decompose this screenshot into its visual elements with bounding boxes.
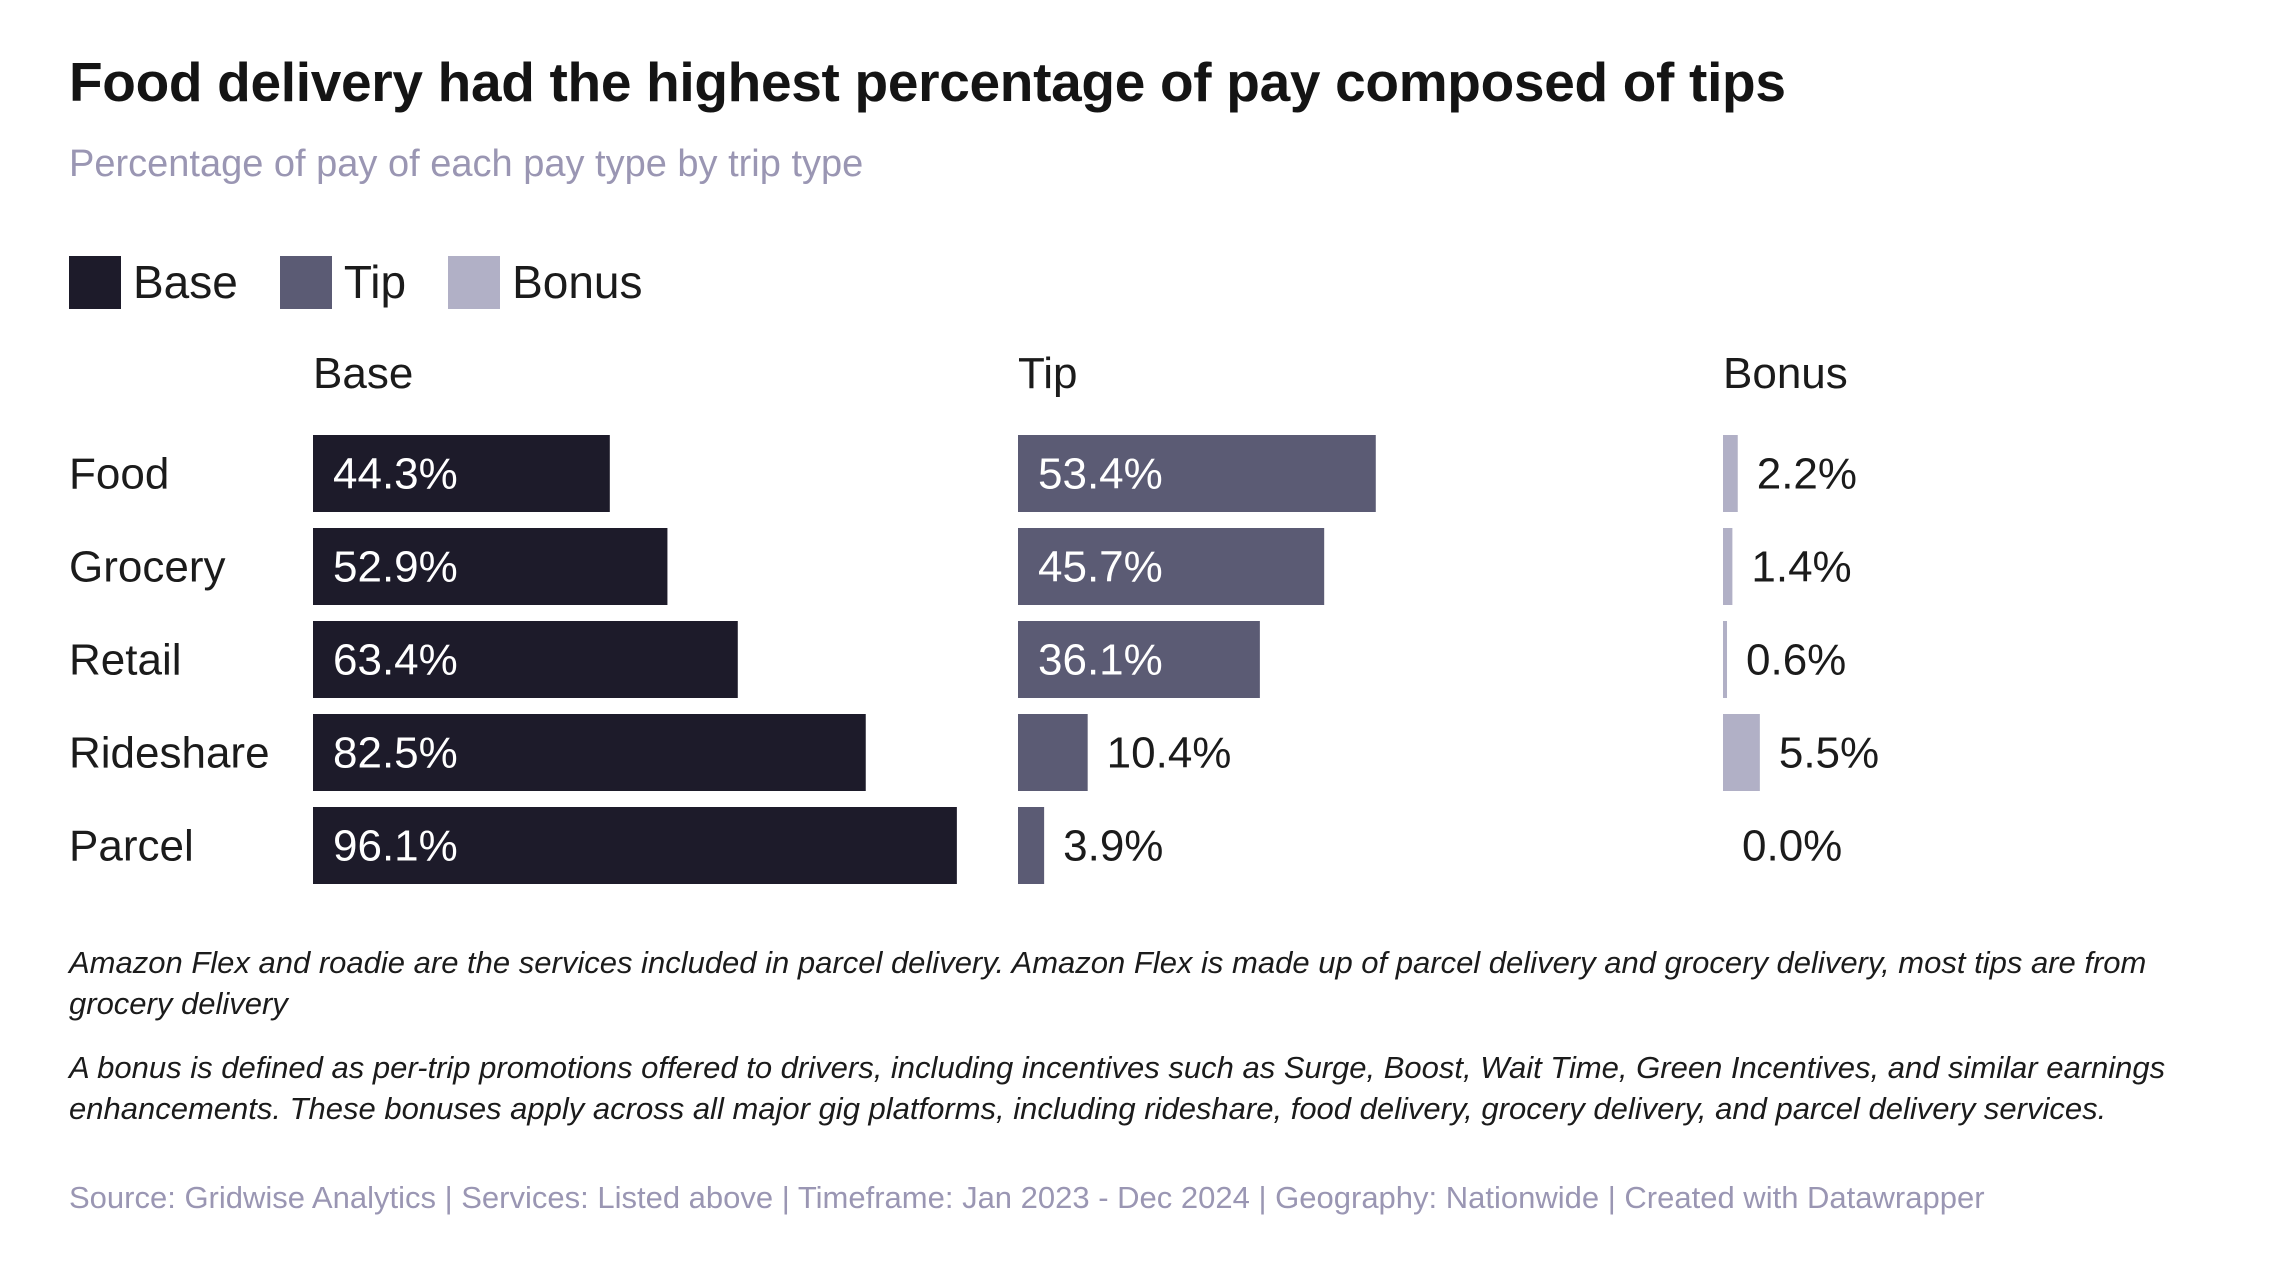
panel-header-base: Base [313, 349, 413, 398]
value-label-tip-food: 53.4% [1038, 450, 1163, 499]
bar-tip-food [1018, 435, 1376, 512]
value-label-bonus-rideshare: 5.5% [1779, 729, 1879, 778]
category-label-rideshare: Rideshare [69, 729, 270, 778]
value-label-tip-retail: 36.1% [1038, 636, 1163, 685]
bar-base-retail [313, 621, 738, 698]
category-label-food: Food [69, 450, 169, 499]
bar-bonus-food [1723, 435, 1738, 512]
bar-bonus-rideshare [1723, 714, 1760, 791]
value-label-bonus-parcel: 0.0% [1742, 822, 1842, 871]
bar-base-rideshare [313, 714, 866, 791]
bar-chart: Food Grocery Retail Rideshare Parcel Base 44.3… [69, 349, 1879, 884]
legend-item-bonus: Bonus [448, 255, 643, 309]
value-label-bonus-grocery: 1.4% [1751, 543, 1851, 592]
value-label-tip-parcel: 3.9% [1063, 822, 1163, 871]
bar-bonus-grocery [1723, 528, 1733, 605]
bar-bonus-retail [1723, 621, 1728, 698]
chart-title: Food delivery had the highest percentage… [69, 51, 1786, 113]
legend-label-tip: Tip [343, 256, 407, 308]
chart-subtitle: Percentage of pay of each pay type by tr… [69, 143, 864, 185]
value-label-tip-rideshare: 10.4% [1107, 729, 1232, 778]
bar-tip-parcel [1018, 807, 1045, 884]
bar-tip-grocery [1018, 528, 1325, 605]
legend-label-base: Base [133, 256, 238, 308]
chart-notes: Amazon Flex and roadie are the services … [69, 942, 2229, 1152]
bar-base-food [313, 435, 610, 512]
legend-swatch-tip [279, 255, 332, 309]
value-label-bonus-food: 2.2% [1757, 450, 1857, 499]
legend-item-base: Base [69, 255, 238, 309]
bar-tip-retail [1018, 621, 1260, 698]
source-line: Source: Gridwise Analytics | Services: L… [69, 1180, 1985, 1215]
value-label-base-rideshare: 82.5% [333, 729, 458, 778]
legend-label-bonus: Bonus [512, 256, 643, 308]
category-label-grocery: Grocery [69, 543, 225, 592]
bar-base-grocery [313, 528, 668, 605]
panel-header-bonus: Bonus [1723, 349, 1848, 398]
category-label-parcel: Parcel [69, 822, 194, 871]
legend: Base Tip Bonus [69, 255, 685, 309]
legend-swatch-base [69, 255, 121, 309]
legend-swatch-bonus [448, 255, 501, 309]
category-label-retail: Retail [69, 636, 182, 685]
value-label-base-parcel: 96.1% [333, 822, 458, 871]
note-parcel-services: Amazon Flex and roadie are the services … [69, 945, 2147, 1021]
legend-item-tip: Tip [279, 255, 407, 309]
panel-header-tip: Tip [1018, 349, 1078, 398]
bar-base-parcel [313, 807, 957, 884]
value-label-base-retail: 63.4% [333, 636, 458, 685]
note-bonus-definition: A bonus is defined as per-trip promotion… [69, 1050, 2166, 1126]
value-label-tip-grocery: 45.7% [1038, 543, 1163, 592]
value-label-base-grocery: 52.9% [333, 543, 458, 592]
value-label-base-food: 44.3% [333, 450, 458, 499]
bar-tip-rideshare [1018, 714, 1088, 791]
value-label-bonus-retail: 0.6% [1746, 636, 1846, 685]
